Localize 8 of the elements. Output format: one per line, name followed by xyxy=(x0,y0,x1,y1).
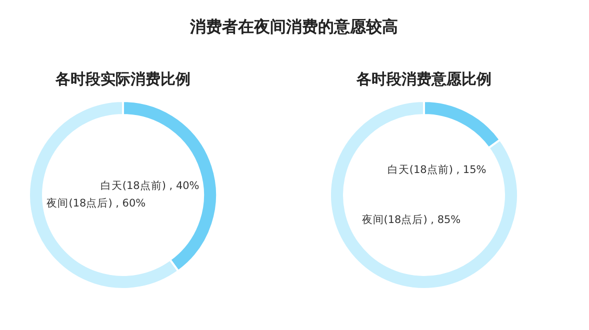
chart-title: 各时段实际消费比例 xyxy=(54,70,190,88)
chart-title: 各时段消费意愿比例 xyxy=(356,70,492,88)
slice-label: 夜间(18点后) , 85% xyxy=(362,213,461,226)
text: 消费者在夜间消费的意愿较高 xyxy=(189,17,398,36)
donut-slice xyxy=(329,100,519,290)
slice-label: 白天(18点前) , 15% xyxy=(387,162,486,176)
slice-label: 白天(18点前) , 40% xyxy=(100,179,200,192)
slice-label: 夜间(18点后) , 60% xyxy=(46,196,146,210)
